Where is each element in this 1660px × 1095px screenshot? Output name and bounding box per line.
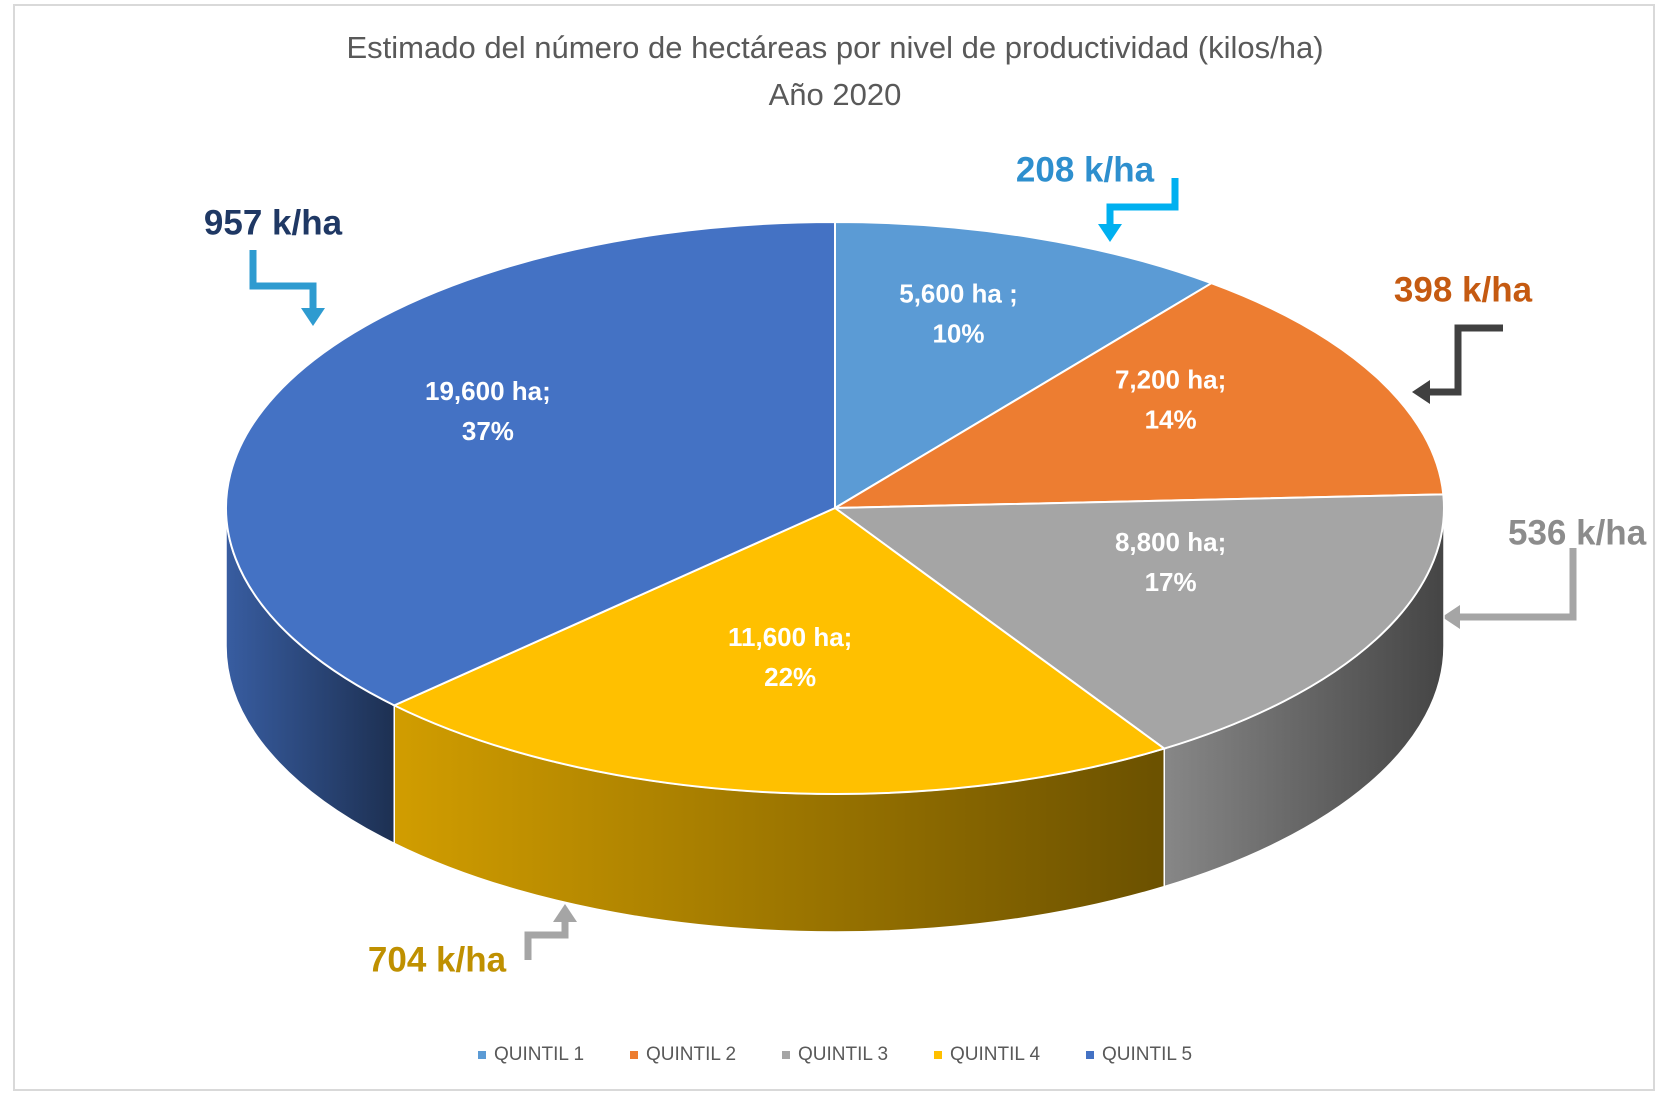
arrow-head	[1442, 605, 1460, 629]
data-label: 7,200 ha;	[1115, 365, 1226, 395]
annotation: 208 k/ha	[1016, 150, 1155, 189]
data-label: 22%	[764, 662, 816, 692]
arrows	[249, 178, 1577, 960]
data-labels: 5,600 ha ; 10% 7,200 ha; 14% 8,800 ha; 17% 11,…	[425, 278, 1226, 692]
arrow	[1106, 178, 1179, 226]
data-label: 10%	[932, 318, 984, 348]
arrow-head	[553, 904, 577, 922]
pie-slice	[391, 506, 1167, 796]
legend-marker	[934, 1051, 942, 1059]
legend-label: QUINTIL 2	[646, 1044, 736, 1065]
legend-label: QUINTIL 3	[798, 1044, 888, 1065]
legend-marker	[1086, 1051, 1094, 1059]
annotation: 536 k/ha	[1508, 513, 1647, 552]
legend-label: QUINTIL 1	[494, 1044, 584, 1065]
pie-sides	[225, 507, 1445, 933]
arrow	[524, 920, 569, 960]
legend-marker	[478, 1051, 486, 1059]
arrow	[249, 250, 317, 310]
data-label: 5,600 ha ;	[899, 278, 1018, 308]
data-label: 37%	[462, 416, 514, 446]
legend-marker	[630, 1051, 638, 1059]
chart-title: Estimado del número de hectáreas por niv…	[346, 30, 1323, 65]
data-label: 14%	[1145, 405, 1197, 435]
legend-label: QUINTIL 5	[1102, 1044, 1192, 1065]
legend-marker	[782, 1051, 790, 1059]
annotation: 957 k/ha	[204, 203, 343, 242]
arrow-head	[1412, 380, 1430, 404]
pie-slice	[225, 220, 836, 707]
arrow	[1458, 548, 1577, 621]
annotation: 398 k/ha	[1394, 270, 1533, 309]
data-label: 8,800 ha;	[1115, 527, 1226, 557]
legend-label: QUINTIL 4	[950, 1044, 1041, 1065]
arrow	[1428, 324, 1503, 396]
data-label: 19,600 ha;	[425, 376, 551, 406]
arrow-head	[301, 308, 325, 326]
arrow-head	[1098, 224, 1122, 242]
pie-slice	[832, 493, 1445, 750]
chart-subtitle: Año 2020	[769, 77, 902, 112]
pie-slice	[831, 282, 1445, 510]
annotation: 704 k/ha	[368, 940, 507, 979]
data-label: 17%	[1145, 567, 1197, 597]
pie-slice	[834, 220, 1214, 510]
data-label: 11,600 ha;	[728, 622, 852, 652]
pie-tops	[225, 220, 1445, 796]
